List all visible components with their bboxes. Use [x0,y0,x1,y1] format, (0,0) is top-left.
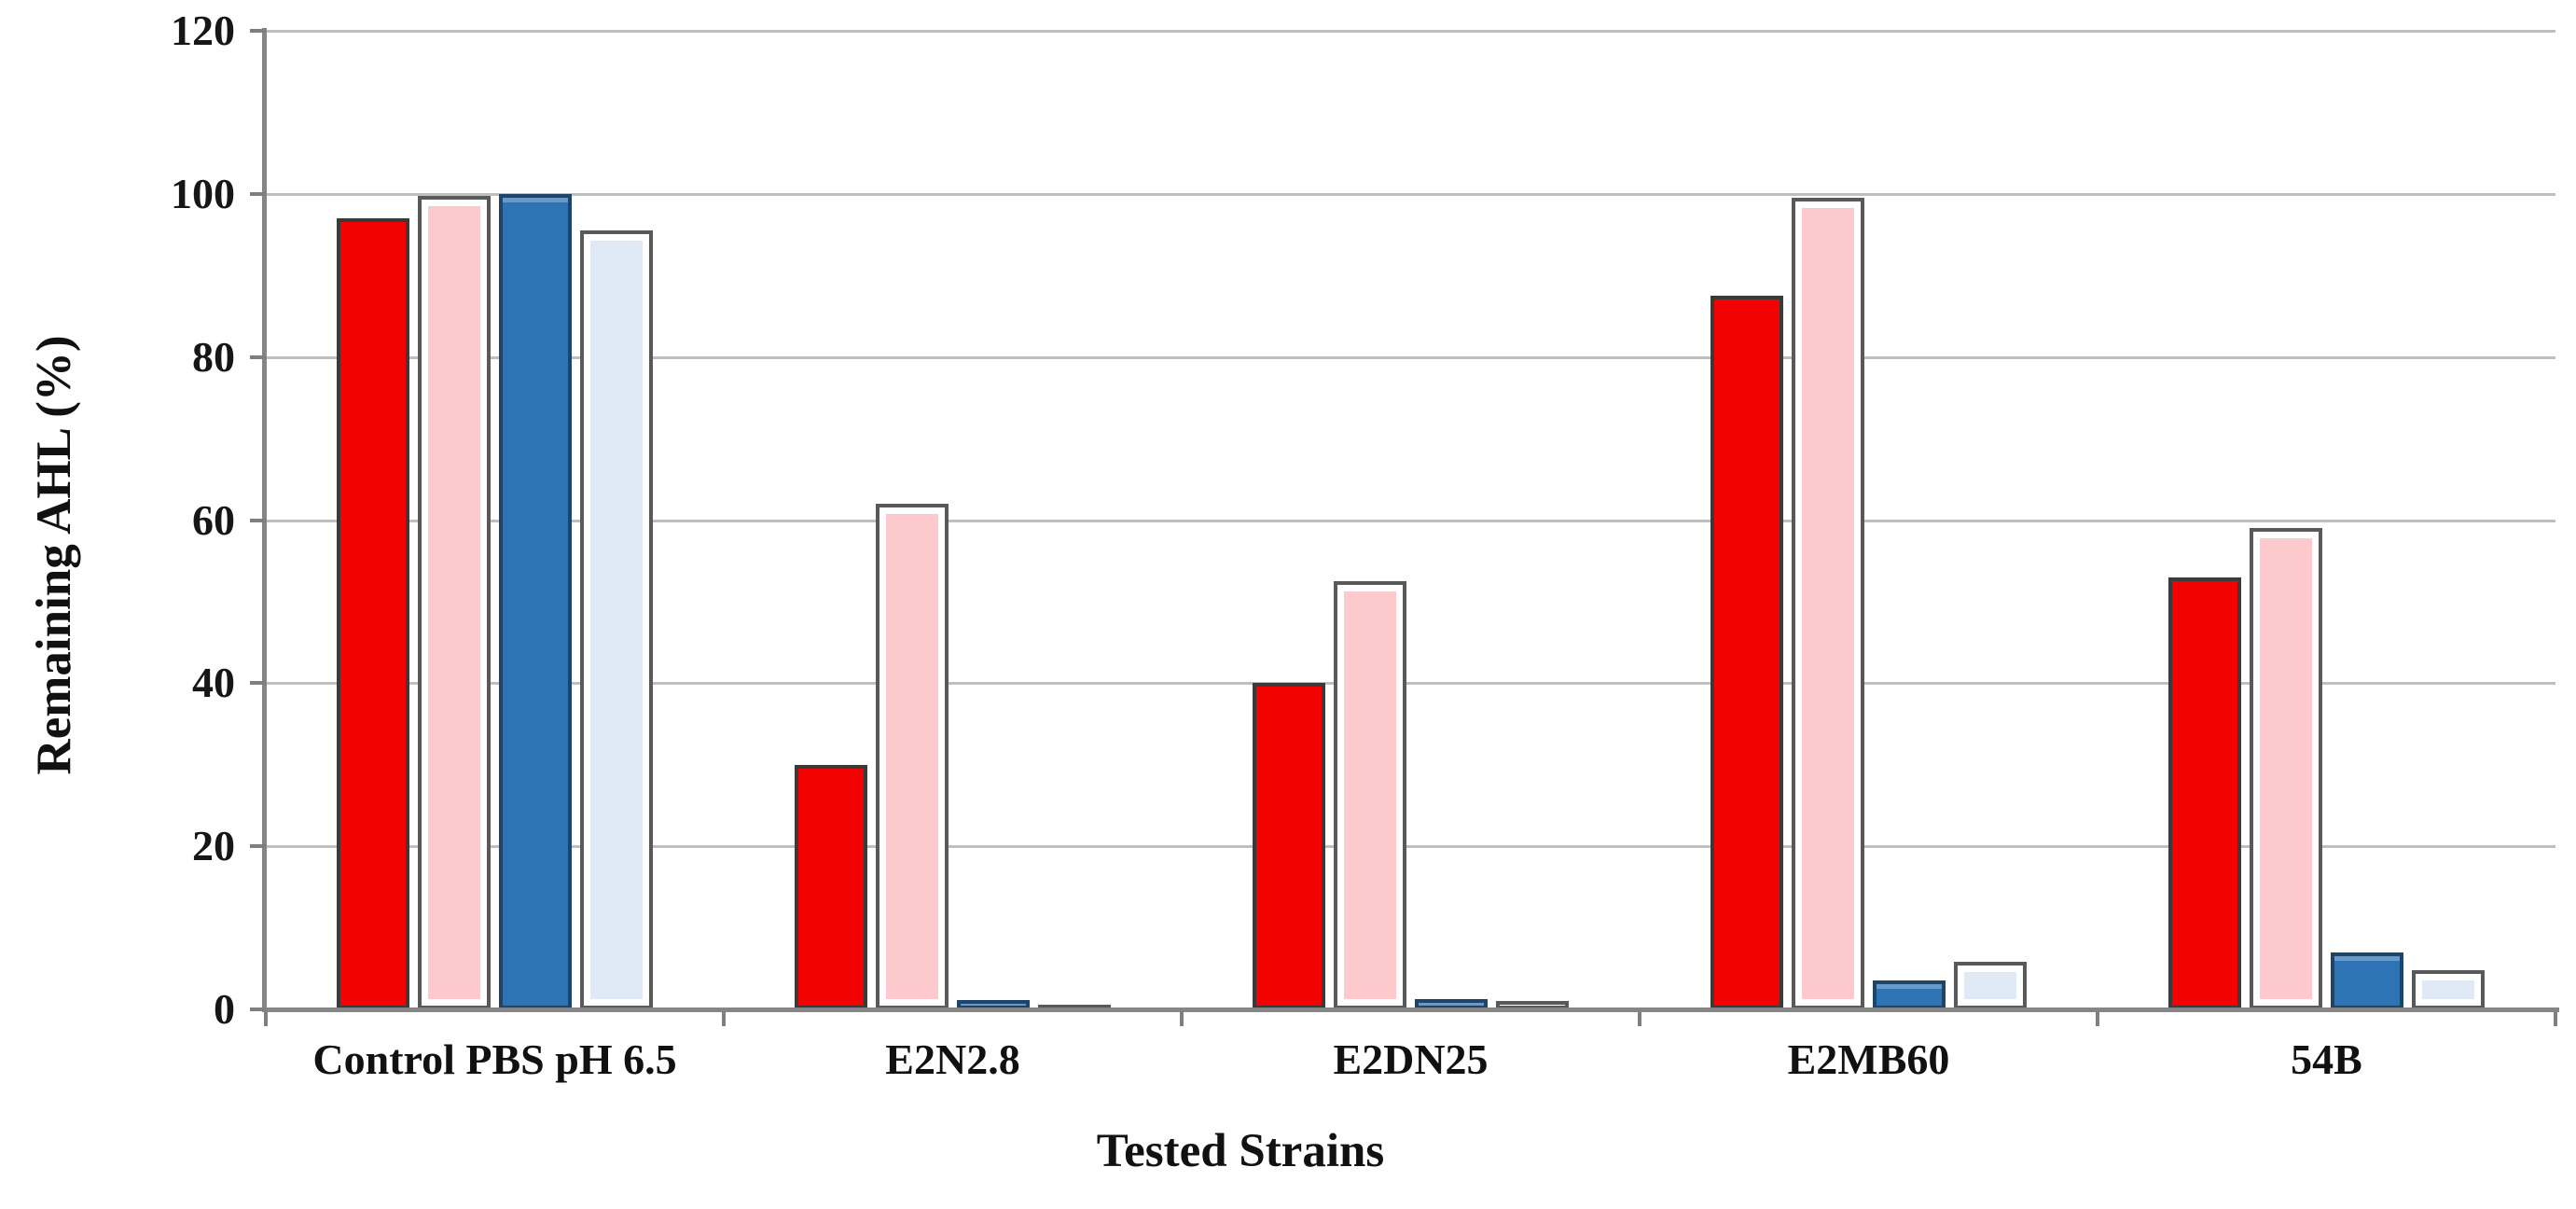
y-axis-tick [250,518,266,522]
y-axis-tick [250,1008,266,1011]
y-tick-label: 0 [214,985,235,1033]
gridline [266,192,2555,196]
gridline [266,845,2555,849]
y-axis-tick [250,29,266,33]
y-tick-label: 100 [171,169,235,217]
x-axis-line [262,1008,2559,1012]
y-axis-title: Remaining AHL (%) [27,335,81,775]
y-axis-tick [250,191,266,196]
bar-pink-2 [876,504,949,1009]
gridline [266,355,2555,359]
x-category-label: Control PBS pH 6.5 [312,1035,677,1083]
bar-blue-2 [957,999,1030,1009]
bar-red-1 [337,218,409,1009]
x-axis-tick [1180,1012,1184,1026]
y-tick-label: 120 [171,7,235,54]
y-axis-tick [250,844,266,849]
bar-blue-3 [1415,998,1488,1009]
bar-pink-4 [1792,198,1864,1009]
bar-blue-4 [1873,980,1946,1009]
bar-blue-5 [2331,952,2403,1009]
gridline [266,519,2555,522]
gridline [266,30,2555,33]
x-category-label: E2DN25 [1333,1035,1489,1083]
x-category-label: E2N2.8 [885,1035,1020,1083]
bar-red-5 [2168,577,2241,1009]
x-axis-tick [264,1012,268,1026]
bar-pink-1 [418,195,491,1009]
y-axis-tick [250,681,266,686]
y-tick-label: 80 [192,332,235,381]
bar-red-3 [1253,683,1325,1009]
bar-light-blue-5 [2412,970,2485,1009]
bar-red-2 [795,764,867,1009]
bar-red-4 [1710,296,1783,1009]
y-tick-label: 40 [192,659,235,707]
bar-light-blue-4 [1954,962,2027,1009]
bar-pink-3 [1334,581,1406,1009]
gridline [266,682,2555,686]
x-axis-tick [722,1012,726,1026]
x-axis-title: Tested Strains [1096,1125,1385,1177]
x-axis-tick [2096,1012,2099,1026]
bar-blue-1 [499,193,572,1009]
bar-pink-5 [2250,528,2322,1009]
x-category-label: 54B [2291,1035,2362,1083]
y-tick-label: 20 [192,822,235,870]
y-tick-label: 60 [192,495,235,544]
x-axis-tick [1638,1012,1641,1026]
y-axis-tick [250,354,266,359]
x-axis-tick [2554,1012,2557,1026]
bar-light-blue-1 [580,230,653,1009]
x-category-label: E2MB60 [1787,1035,1950,1083]
